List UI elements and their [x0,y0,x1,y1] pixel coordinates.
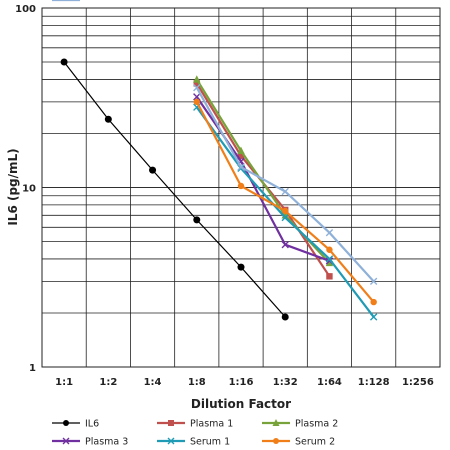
legend-entry: Plasma 3 [52,437,128,448]
series-il6 [60,58,289,321]
data-point [325,258,334,267]
data-point [193,75,201,83]
data-point [237,182,245,190]
data-point [193,93,201,101]
data-point [281,187,289,196]
data-point [167,437,175,445]
legend-label: Plasma 2 [295,419,338,430]
y-axis-title: IL6 (pg/mL) [6,148,20,225]
data-point [193,216,201,224]
data-point [369,277,378,286]
data-point [326,246,333,253]
legend-entry: Serum 1 [157,437,230,448]
data-point [63,420,69,426]
x-tick-labels: 1:1 1:2 1:4 1:8 1:16 1:32 1:64 1:128 1:256 [55,377,434,388]
legend-entry: Serum 3 [52,0,125,3]
data-point [281,241,289,249]
data-point [237,263,245,271]
data-point [272,419,280,426]
legend-label: Plasma 1 [190,419,233,430]
x-tick-label: 1:16 [229,377,254,388]
series-line [195,87,375,283]
series-serum-2 [193,98,377,306]
x-tick-label: 1:8 [188,377,206,388]
series-serum-3 [193,83,378,286]
legend-entry: Serum 2 [262,437,335,448]
x-tick-label: 1:1 [55,377,73,388]
x-tick-label: 1:128 [358,377,390,388]
data-point [325,229,334,237]
data-point [281,313,289,321]
data-point [282,207,289,215]
x-tick-label: 1:32 [273,377,298,388]
legend-label: Serum 3 [85,0,125,3]
series-line [195,101,375,303]
x-tick-label: 1:256 [402,377,434,388]
legend-label: Plasma 3 [85,437,128,448]
data-point [193,83,201,92]
data-point [370,298,377,306]
series-layer [60,58,378,321]
legend-entry: Plasma 1 [157,419,233,430]
legend-label: Serum 1 [190,437,230,448]
data-point [237,152,245,160]
data-point [326,273,333,280]
legend-label: IL6 [85,419,99,430]
data-point [193,98,200,106]
y-tick-label: 100 [15,4,36,15]
legend-entry: Plasma 2 [262,419,338,430]
data-point [237,146,245,155]
data-point [369,313,378,321]
plot-area-border [41,7,441,368]
legend-label: Serum 2 [295,437,335,448]
data-point [168,420,174,426]
y-tick-label: 1 [29,363,36,374]
data-point [325,255,334,263]
data-point [149,166,157,174]
gridlines [42,8,440,367]
y-tick-label: 10 [22,184,36,195]
data-point [62,437,70,445]
data-point [104,115,112,123]
data-point [193,80,200,87]
data-point [281,213,289,222]
legend: IL6 Plasma 1 Plasma 2 Plasma 3 Serum 1 Serum … [52,0,338,448]
x-tick-label: 1:64 [317,377,342,388]
y-tick-labels: 1 10 100 [15,4,36,374]
data-point [60,58,68,66]
x-tick-label: 1:2 [99,377,117,388]
series-line [63,61,286,318]
data-point [273,438,279,444]
x-axis-title: Dilution Factor [191,397,291,411]
legend-entry: IL6 [52,419,99,430]
x-tick-label: 1:4 [144,377,162,388]
data-point [237,163,245,171]
